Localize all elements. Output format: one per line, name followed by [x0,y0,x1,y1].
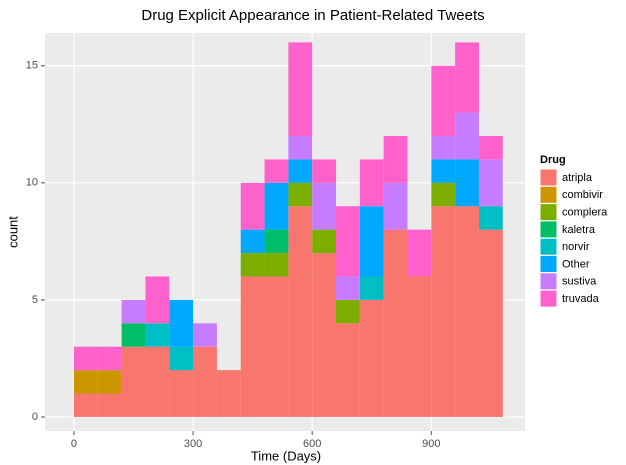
chart-title: Drug Explicit Appearance in Patient-Rela… [141,7,484,24]
bar-segment [431,136,456,160]
bar-segment [312,253,337,417]
legend-label: complera [562,207,608,219]
bar-segment [169,370,194,417]
y-tick-label: 10 [26,177,38,189]
bar-segment [383,136,408,183]
bar-segment [383,229,408,417]
bar-segment [264,159,289,183]
y-tick-label: 15 [26,60,38,72]
legend-key [539,272,558,291]
bar-segment [145,276,170,324]
bar-segment [288,159,313,183]
bar-segment [455,112,479,160]
y-tick-label: 0 [32,411,38,423]
bar-segment [73,370,98,394]
legend-label: norvir [562,241,590,253]
legend-key [539,289,558,308]
bar-segment [288,206,313,417]
legend-label: atripla [562,172,593,184]
bar-segment [240,253,265,277]
bar-segment [97,393,122,417]
bar-segment [264,182,289,230]
bar-segment [312,182,337,230]
bar-segment [312,159,337,183]
legend-key [539,185,558,204]
legend-key [539,220,558,239]
bar-segment [169,346,194,371]
legend-key [539,237,558,256]
bar-segment [336,299,360,324]
x-tick-label: 600 [303,438,321,450]
x-tick-label: 300 [184,438,202,450]
bar-segment [169,299,194,347]
legend-key [539,255,558,273]
legend-label: sustiva [562,276,597,288]
bar-segment [431,65,456,137]
bar-segment [431,159,456,183]
bar-segment [97,346,122,371]
x-tick-label: 0 [71,438,77,450]
bar-segment [359,206,384,277]
bar-segment [240,229,265,254]
bar-segment [455,206,479,417]
bar-segment [240,276,265,417]
bar-segment [288,182,313,207]
bar-segment [478,206,503,230]
bar-segment [145,346,170,417]
bar-segment [264,276,289,417]
bar-segment [455,159,479,207]
bar-segment [121,346,146,417]
bar-segment [264,253,289,277]
bar-segment [336,206,360,277]
bar-segment [145,323,170,347]
bar-segment [216,370,241,417]
bar-segment [73,393,98,417]
y-tick-label: 5 [32,294,38,306]
y-axis-label: count [5,216,20,248]
bar-segment [312,229,337,254]
bar-segment [407,229,432,277]
x-axis-label: Time (Days) [251,448,321,463]
bar-segment [359,159,384,207]
bar-segment [193,323,217,347]
bar-segment [240,182,265,230]
bar-segment [478,159,503,207]
bar-segment [431,206,456,417]
bar-segment [121,323,146,347]
bar-segment [359,276,384,300]
legend-label: kaletra [562,224,596,236]
legend-label: Other [562,258,590,270]
legend-label: truvada [562,293,600,305]
legend-label: combivir [562,189,603,201]
bar-segment [193,346,217,417]
bar-segment [478,136,503,160]
bar-segment [288,136,313,160]
bar-segment [407,276,432,417]
legend-title: Drug [540,154,566,166]
bar-segment [478,229,503,417]
bar-segment [288,42,313,137]
legend-key [539,168,558,187]
bar-segment [455,42,479,113]
bar-segment [431,182,456,207]
bar-segment [359,299,384,417]
bar-segment [121,299,146,324]
bar-segment [264,229,289,254]
x-tick-label: 900 [422,438,440,450]
bar-segment [97,370,122,394]
bar-segment [336,323,360,417]
bar-segment [73,346,98,371]
legend-key [539,203,558,222]
bar-segment [383,182,408,230]
bar-segment [336,276,360,300]
